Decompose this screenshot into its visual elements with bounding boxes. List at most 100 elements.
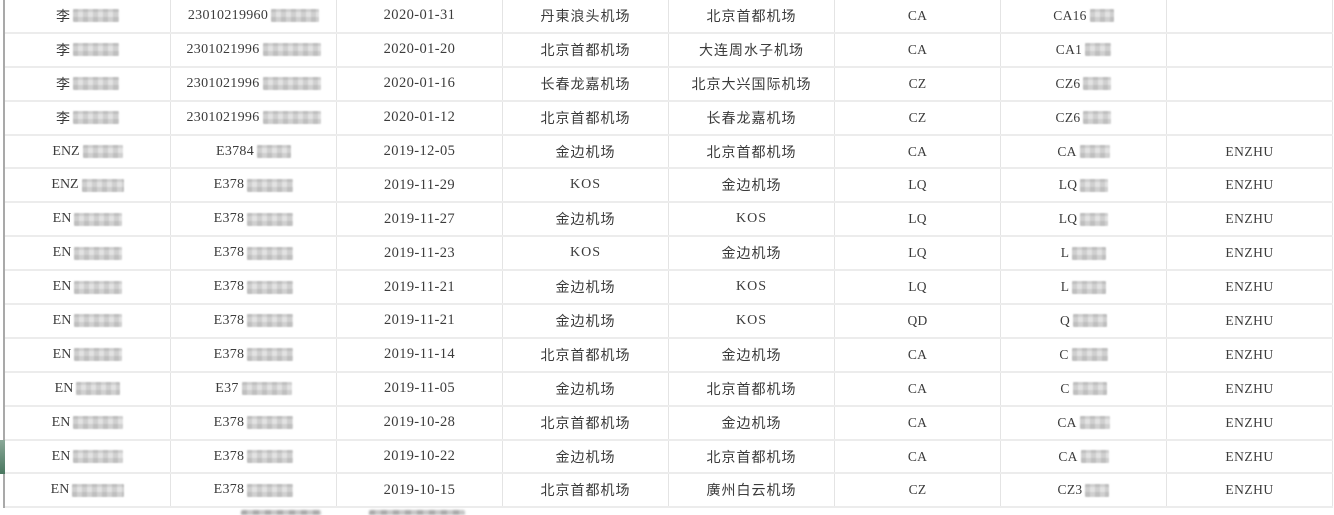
cell-departure-airport[interactable]: 北京首都机场 [503,338,669,371]
cell-arrival-airport[interactable]: KOS [669,271,835,304]
cell-airline-code[interactable]: CA [835,406,1001,439]
cell-passenger-name[interactable]: ENZ [5,135,171,168]
cell-arrival-airport[interactable]: 北京首都机场 [669,135,835,168]
cell-airline-code[interactable]: LQ [835,271,1001,304]
cell-booker-name[interactable]: ENZHU [1167,474,1333,507]
cell-flight-number[interactable]: CA [1001,440,1167,473]
cell-booker-name[interactable] [1167,101,1333,134]
cell-arrival-airport[interactable]: 北京首都机场 [669,0,835,32]
cell-flight-date[interactable]: 2020-01-31 [337,0,503,32]
cell-departure-airport[interactable]: KOS [503,169,669,202]
cell-flight-date[interactable]: 2019-11-23 [337,237,503,270]
cell-id-number[interactable]: E378 [171,305,337,337]
cell-id-number[interactable]: E3784 [171,135,337,168]
cell-arrival-airport[interactable]: KOS [669,305,835,337]
cell-airline-code[interactable]: CA [835,33,1001,66]
cell-departure-airport[interactable]: 北京首都机场 [503,101,669,134]
cell-id-number[interactable]: E378 [171,406,337,439]
cell-flight-date[interactable]: 2019-10-28 [337,406,503,439]
cell-booker-name[interactable] [1167,33,1333,66]
cell-airline-code[interactable]: CA [835,440,1001,473]
cell-arrival-airport[interactable]: 金边机场 [669,338,835,371]
cell-flight-number[interactable]: LQ [1001,169,1167,202]
cell-flight-date[interactable]: 2020-01-16 [337,67,503,100]
cell-passenger-name[interactable]: ENZ [5,169,171,202]
cell-flight-number[interactable]: Q [1001,305,1167,337]
cell-flight-number[interactable]: CZ6 [1001,67,1167,100]
cell-departure-airport[interactable]: 北京首都机场 [503,474,669,507]
cell-flight-number[interactable]: CA1 [1001,33,1167,66]
cell-flight-number[interactable]: CA16 [1001,0,1167,32]
cell-id-number[interactable]: E378 [171,271,337,304]
cell-flight-date[interactable]: 2019-11-05 [337,372,503,405]
cell-passenger-name[interactable]: 李 [5,67,171,100]
cell-departure-airport[interactable]: 丹東浪头机场 [503,0,669,32]
cell-flight-number[interactable]: L [1001,237,1167,270]
cell-booker-name[interactable] [1167,0,1333,32]
cell-arrival-airport[interactable]: 北京首都机场 [669,372,835,405]
cell-booker-name[interactable]: ENZHU [1167,440,1333,473]
cell-passenger-name[interactable]: 李 [5,101,171,134]
cell-arrival-airport[interactable]: KOS [669,203,835,236]
cell-passenger-name[interactable]: EN [5,474,171,507]
cell-passenger-name[interactable]: EN [5,338,171,371]
cell-id-number[interactable]: E378 [171,338,337,371]
cell-arrival-airport[interactable]: 北京首都机场 [669,440,835,473]
cell-arrival-airport[interactable]: 金边机场 [669,237,835,270]
cell-flight-date[interactable]: 2019-11-29 [337,169,503,202]
cell-flight-number[interactable]: C [1001,372,1167,405]
cell-airline-code[interactable]: CA [835,135,1001,168]
cell-booker-name[interactable]: ENZHU [1167,237,1333,270]
cell-flight-date[interactable]: 2020-01-20 [337,33,503,66]
cell-passenger-name[interactable]: EN [5,406,171,439]
cell-id-number[interactable]: 23010219960 [171,0,337,32]
cell-arrival-airport[interactable]: 长春龙嘉机场 [669,101,835,134]
cell-departure-airport[interactable]: 长春龙嘉机场 [503,67,669,100]
cell-id-number[interactable]: E378 [171,474,337,507]
cell-flight-date[interactable]: 2019-11-21 [337,271,503,304]
cell-booker-name[interactable] [1167,67,1333,100]
cell-booker-name[interactable]: ENZHU [1167,271,1333,304]
cell-passenger-name[interactable]: EN [5,372,171,405]
cell-arrival-airport[interactable]: 大连周水子机场 [669,33,835,66]
cell-id-number[interactable]: E378 [171,169,337,202]
cell-arrival-airport[interactable]: 金边机场 [669,169,835,202]
cell-booker-name[interactable]: ENZHU [1167,305,1333,337]
cell-id-number[interactable]: E37 [171,372,337,405]
cell-flight-number[interactable]: C [1001,338,1167,371]
cell-id-number[interactable]: E378 [171,440,337,473]
cell-flight-number[interactable]: CA [1001,406,1167,439]
cell-flight-number[interactable]: CA [1001,135,1167,168]
cell-id-number[interactable]: 2301021996 [171,33,337,66]
cell-booker-name[interactable]: ENZHU [1167,372,1333,405]
cell-booker-name[interactable]: ENZHU [1167,169,1333,202]
cell-departure-airport[interactable]: KOS [503,237,669,270]
cell-flight-date[interactable]: 2019-12-05 [337,135,503,168]
cell-flight-date[interactable]: 2019-10-15 [337,474,503,507]
cell-airline-code[interactable]: LQ [835,169,1001,202]
cell-departure-airport[interactable]: 金边机场 [503,203,669,236]
cell-departure-airport[interactable]: 金边机场 [503,271,669,304]
cell-flight-number[interactable]: LQ [1001,203,1167,236]
cell-arrival-airport[interactable]: 廣州白云机场 [669,474,835,507]
cell-booker-name[interactable]: ENZHU [1167,203,1333,236]
cell-passenger-name[interactable]: 李 [5,33,171,66]
cell-departure-airport[interactable]: 金边机场 [503,372,669,405]
cell-booker-name[interactable]: ENZHU [1167,406,1333,439]
cell-passenger-name[interactable]: EN [5,440,171,473]
cell-flight-date[interactable]: 2019-11-14 [337,338,503,371]
cell-departure-airport[interactable]: 北京首都机场 [503,406,669,439]
cell-flight-date[interactable]: 2019-11-27 [337,203,503,236]
cell-airline-code[interactable]: CZ [835,474,1001,507]
cell-id-number[interactable]: E378 [171,203,337,236]
cell-departure-airport[interactable]: 金边机场 [503,440,669,473]
cell-passenger-name[interactable]: EN [5,271,171,304]
cell-passenger-name[interactable]: EN [5,237,171,270]
cell-booker-name[interactable]: ENZHU [1167,338,1333,371]
cell-arrival-airport[interactable]: 北京大兴国际机场 [669,67,835,100]
cell-departure-airport[interactable]: 金边机场 [503,305,669,337]
cell-id-number[interactable]: 2301021996 [171,67,337,100]
cell-passenger-name[interactable]: EN [5,305,171,337]
cell-passenger-name[interactable]: 李 [5,0,171,32]
cell-arrival-airport[interactable]: 金边机场 [669,406,835,439]
